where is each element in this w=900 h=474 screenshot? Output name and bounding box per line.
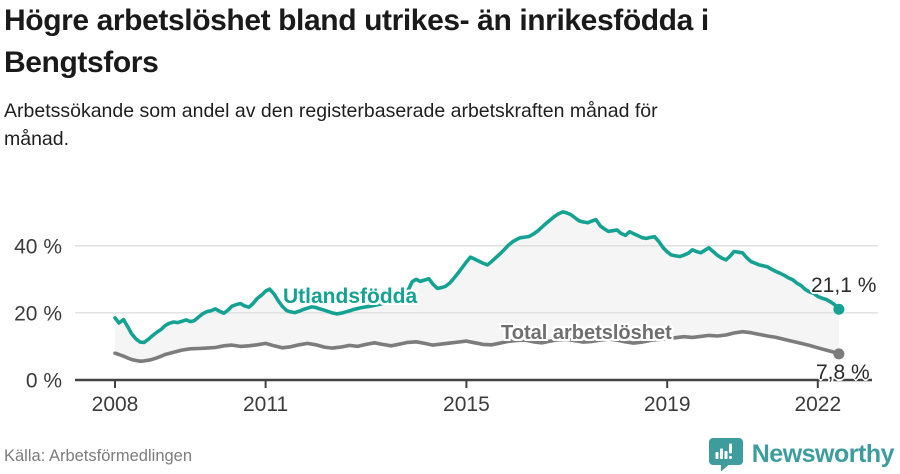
chart-subtitle: Arbetssökande som andel av den registerb… xyxy=(4,100,658,150)
source-attribution: Källa: Arbetsförmedlingen xyxy=(4,447,193,465)
newsworthy-pin-icon xyxy=(708,438,743,472)
y-tick-label-20: 20 % xyxy=(14,302,62,325)
y-tick-label-0: 0 % xyxy=(26,370,62,393)
x-tick-label-2022: 2022 xyxy=(794,393,841,416)
x-tick-label-2011: 2011 xyxy=(243,393,288,416)
chart-header: Högre arbetslöshet bland utrikes- än inr… xyxy=(4,0,744,153)
newsworthy-wordmark: Newsworthy xyxy=(751,440,895,468)
bar-chart-exclamation-glyph xyxy=(715,443,732,459)
x-tick-label-2015: 2015 xyxy=(443,393,490,416)
line-chart: 2008 2011 2015 2019 2022 0 % 20 % 40 % xyxy=(14,210,878,416)
series-line-0 xyxy=(113,210,841,345)
page-title: Högre arbetslöshet bland utrikes- än inr… xyxy=(4,4,709,79)
newsworthy-logo: Newsworthy xyxy=(708,437,895,472)
x-tick-label-2008: 2008 xyxy=(92,393,139,416)
x-tick-label-2019: 2019 xyxy=(644,393,691,416)
series-end-dot-0 xyxy=(833,303,845,315)
series-end-dot-1 xyxy=(833,348,845,360)
series-line-1 xyxy=(113,329,841,363)
band-fill-between-series xyxy=(115,211,839,362)
y-tick-label-40: 40 % xyxy=(14,235,62,258)
